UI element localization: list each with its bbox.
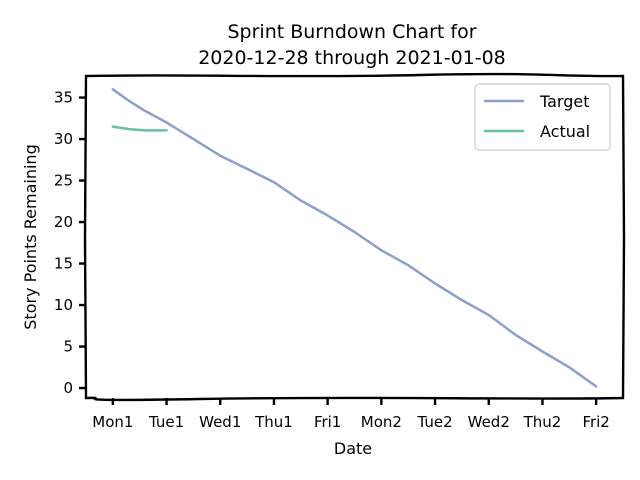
y-tick-label: 30 xyxy=(54,130,73,148)
x-tick-label: Fri2 xyxy=(582,413,609,431)
x-axis-label: Date xyxy=(334,439,372,458)
plot-frame xyxy=(83,72,626,402)
x-tick-label: Wed2 xyxy=(468,413,510,431)
x-tick-label: Mon1 xyxy=(92,413,133,431)
y-tick-label: 0 xyxy=(63,379,73,397)
chart-title-line-2: 2020-12-28 through 2021-01-08 xyxy=(198,47,506,69)
chart-title-line-1: Sprint Burndown Chart for xyxy=(227,21,476,43)
legend-label-target: Target xyxy=(539,92,590,111)
series-line-actual xyxy=(111,125,168,132)
series-line-target xyxy=(111,88,598,388)
x-tick-label: Thu2 xyxy=(523,413,562,431)
x-tick-label: Tue2 xyxy=(416,413,452,431)
x-tick-label: Mon2 xyxy=(361,413,402,431)
chart-title: Sprint Burndown Chart for 2020-12-28 thr… xyxy=(198,21,506,69)
y-tick-label: 35 xyxy=(54,89,73,107)
y-tick-label: 10 xyxy=(54,296,73,314)
y-tick-label: 5 xyxy=(63,338,73,356)
x-axis-ticks: Mon1 Tue1 Wed1 Thu1 Fri1 Mon2 Tue2 Wed2 Thu2 Fri2 xyxy=(92,398,610,431)
y-axis-label: Story Points Remaining xyxy=(21,144,40,329)
series-layer xyxy=(111,88,598,388)
legend-label-actual: Actual xyxy=(540,122,590,141)
x-tick-label: Thu1 xyxy=(254,413,293,431)
x-tick-label: Tue1 xyxy=(148,413,184,431)
legend: Target Actual xyxy=(474,83,611,151)
x-tick-label: Fri1 xyxy=(314,413,341,431)
y-axis-ticks: 0 5 10 15 20 25 30 35 xyxy=(54,89,86,397)
x-tick-label: Wed1 xyxy=(199,413,241,431)
y-tick-label: 20 xyxy=(54,213,73,231)
y-tick-label: 25 xyxy=(54,172,73,190)
y-tick-label: 15 xyxy=(54,255,73,273)
